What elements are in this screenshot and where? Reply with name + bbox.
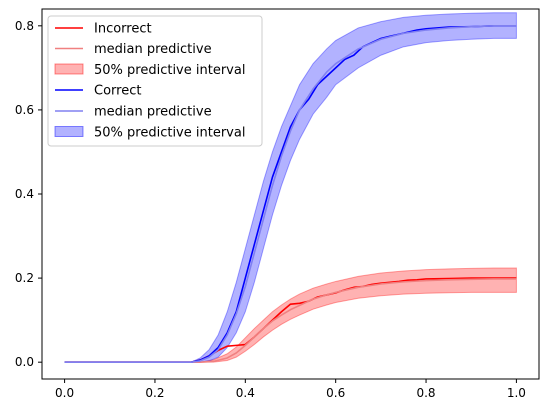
x-tick-label: 0.2 [145, 386, 164, 400]
y-tick-label: 0.6 [15, 103, 34, 117]
incorrect-median-predictive-line [64, 278, 517, 363]
y-tick-label: 0.8 [15, 19, 34, 33]
legend-label-incorrect-interval: 50% predictive interval [94, 63, 245, 78]
plot-area [64, 12, 517, 363]
legend-label-correct-interval: 50% predictive interval [94, 126, 245, 141]
legend-swatch-incorrect-interval [54, 63, 84, 75]
x-tick-label: 0.6 [326, 386, 345, 400]
legend-label-incorrect-median: median predictive [94, 42, 212, 57]
legend: Incorrect median predictive 50% predicti… [47, 15, 263, 147]
y-axis: 0.0 0.2 0.4 0.6 0.8 [15, 19, 42, 369]
legend-swatch-correct-interval [54, 126, 84, 137]
y-tick-label: 0.4 [15, 187, 34, 201]
x-axis: 0.0 0.2 0.4 0.6 0.8 1.0 [55, 379, 526, 400]
x-tick-label: 1.0 [507, 386, 526, 400]
incorrect-predictive-interval-band [64, 267, 517, 363]
y-tick-label: 0.2 [15, 271, 34, 285]
correct-correct-line [64, 25, 517, 363]
correct-median-predictive-line [64, 25, 517, 363]
legend-label-incorrect: Incorrect [94, 22, 152, 37]
y-tick-label: 0.0 [15, 355, 34, 369]
x-tick-label: 0.4 [236, 386, 255, 400]
x-tick-label: 0.8 [416, 386, 435, 400]
legend-label-correct: Correct [94, 84, 141, 99]
legend-label-correct-median: median predictive [94, 105, 212, 120]
legend-box [47, 15, 263, 147]
x-tick-label: 0.0 [55, 386, 74, 400]
